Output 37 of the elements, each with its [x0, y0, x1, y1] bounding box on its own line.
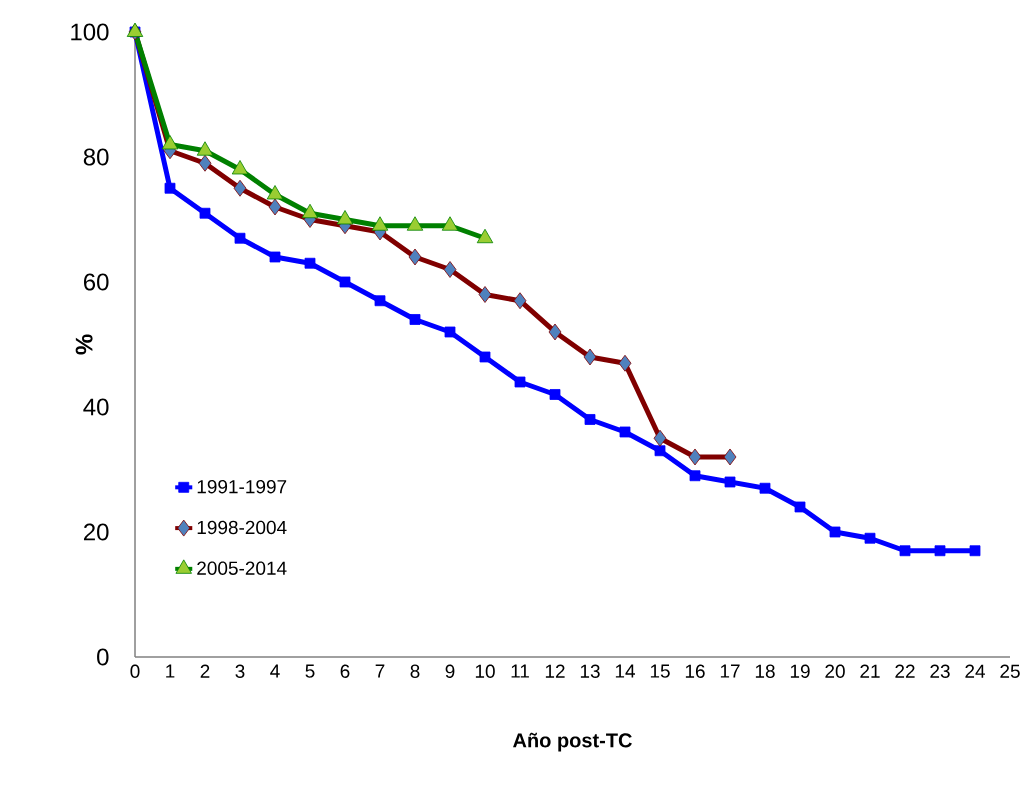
x-tick-label: 21 [860, 664, 880, 678]
x-tick-label: 2 [200, 664, 210, 678]
x-tick-label: 16 [685, 664, 705, 678]
x-tick-label: 10 [475, 664, 495, 678]
x-tick-label: 5 [305, 664, 315, 678]
x-tick-label: 19 [790, 664, 810, 678]
x-tick-label: 1 [166, 664, 175, 678]
y-tick-label: 60 [84, 273, 109, 291]
y-tick-label: 20 [83, 523, 109, 541]
x-tick-label: 17 [720, 664, 740, 678]
x-tick-label: 3 [235, 664, 245, 678]
x-axis-title: Año post-TC [513, 732, 632, 752]
x-tick-label: 23 [930, 664, 950, 678]
y-tick-label: 100 [71, 23, 109, 41]
x-tick-label: 15 [650, 664, 670, 678]
x-tick-label: 4 [270, 664, 280, 678]
x-tick-label: 25 [1000, 664, 1020, 678]
legend-label: 1998-2004 [197, 520, 287, 535]
x-tick-label: 12 [545, 664, 565, 678]
x-tick-label: 9 [445, 664, 455, 678]
y-axis-title: % [75, 334, 93, 355]
x-tick-label: 11 [511, 664, 529, 678]
x-tick-label: 14 [615, 664, 636, 678]
x-tick-label: 22 [895, 664, 915, 678]
y-tick-label: 80 [83, 148, 109, 166]
x-tick-label: 18 [755, 664, 775, 678]
y-tick-label: 40 [83, 398, 109, 416]
x-tick-label: 8 [410, 664, 420, 678]
y-tick-label: 0 [97, 648, 109, 666]
legend-label: 2005-2014 [197, 561, 287, 575]
x-tick-label: 6 [340, 664, 350, 678]
x-tick-label: 0 [130, 664, 140, 678]
x-tick-label: 20 [825, 664, 845, 678]
x-tick-label: 7 [375, 664, 385, 678]
x-tick-label: 24 [965, 664, 986, 678]
legend-label: 1991-1997 [197, 479, 287, 494]
x-tick-label: 13 [580, 664, 600, 678]
